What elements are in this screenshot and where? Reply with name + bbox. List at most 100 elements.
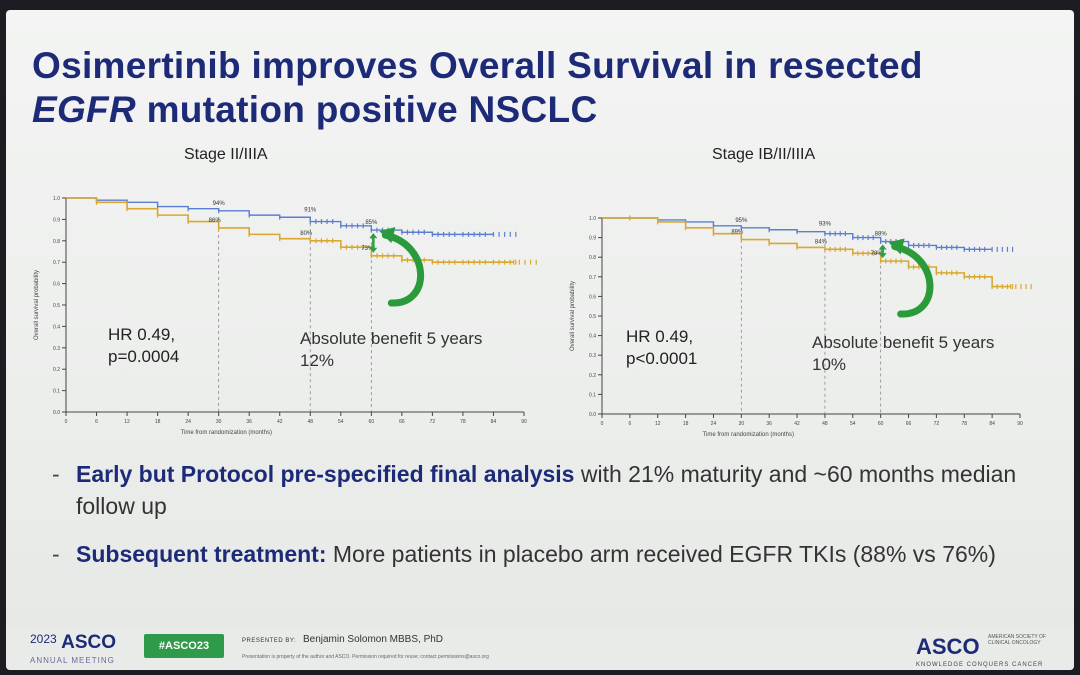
- landmark-label: 94%: [213, 201, 226, 207]
- x-tick-label: 18: [155, 419, 161, 425]
- y-axis-label: Overall survival probability: [34, 270, 40, 340]
- x-tick-label: 36: [246, 419, 252, 425]
- bullet-list: - Early but Protocol pre-specified final…: [52, 458, 1032, 586]
- landmark-label: 85%: [365, 220, 378, 226]
- landmark-label: 95%: [735, 218, 748, 224]
- x-tick-label: 60: [369, 419, 375, 425]
- y-tick-label: 0.1: [589, 392, 596, 398]
- y-tick-label: 0.4: [589, 334, 596, 340]
- x-tick-label: 72: [934, 421, 940, 427]
- asco-logo: ASCO AMERICAN SOCIETY OF CLINICAL ONCOLO…: [916, 634, 1046, 668]
- y-tick-label: 0.7: [53, 260, 60, 266]
- y-tick-label: 0.9: [53, 217, 60, 223]
- chart-2-hr-label: HR 0.49,: [626, 327, 694, 346]
- presenter-name: Benjamin Solomon MBBS, PhD: [302, 634, 444, 645]
- curved-arrow-head: [379, 227, 396, 244]
- curved-arrow: [381, 231, 425, 307]
- benefit-arrow-head-down: [878, 253, 887, 259]
- bullet-1-bold: Early but Protocol pre-specified final a…: [76, 461, 575, 487]
- landmark-label: 89%: [731, 230, 744, 236]
- y-tick-label: 0.3: [589, 353, 596, 359]
- x-tick-label: 48: [307, 419, 313, 425]
- landmark-label: 91%: [304, 207, 317, 213]
- y-tick-label: 0.8: [53, 239, 60, 245]
- x-tick-label: 84: [989, 421, 995, 427]
- x-tick-label: 78: [460, 419, 466, 425]
- chart-2-benefit: Absolute benefit 5 years 10%: [812, 332, 994, 376]
- chart-1-p-value: p=0.0004: [108, 347, 180, 366]
- presented-by: PRESENTED BY: Benjamin Solomon MBBS, PhD: [242, 634, 443, 645]
- bullet-1-rest: with 21% maturity and ~60 months median …: [76, 461, 1017, 519]
- slide-title: Osimertinib improves Overall Survival in…: [32, 44, 1032, 132]
- hashtag-badge: #ASCO23: [144, 634, 224, 658]
- placebo-curve: [66, 197, 514, 263]
- landmark-label: 73%: [361, 246, 374, 252]
- chart-1-hr-label: HR 0.49,: [108, 325, 176, 344]
- benefit-arrow-head-down: [369, 247, 378, 253]
- asco-tagline: KNOWLEDGE CONQUERS CANCER: [916, 662, 1044, 668]
- y-tick-label: 0.8: [589, 255, 596, 261]
- title-rest: mutation positive NSCLC: [135, 89, 598, 130]
- x-tick-label: 90: [1017, 421, 1023, 427]
- x-tick-label: 12: [655, 421, 661, 427]
- bullet-dash: -: [52, 461, 60, 487]
- x-axis-label: Time from randomization (months): [181, 430, 272, 436]
- chart-1-benefit-value: 12%: [300, 351, 335, 370]
- bullet-1: - Early but Protocol pre-specified final…: [52, 458, 1032, 522]
- chart-2-hr: HR 0.49, p<0.0001: [626, 326, 697, 370]
- y-tick-label: 0.0: [589, 412, 596, 418]
- chart-2-p-value: p<0.0001: [626, 349, 698, 368]
- chart-1-benefit: Absolute benefit 5 years 12%: [300, 328, 482, 372]
- asco-logo-text: ASCO: [916, 634, 980, 659]
- y-tick-label: 1.0: [53, 196, 60, 202]
- y-tick-label: 0.9: [589, 236, 596, 242]
- x-tick-label: 90: [521, 419, 527, 425]
- x-tick-label: 78: [961, 421, 967, 427]
- footer-asco: ASCO: [61, 632, 117, 653]
- x-axis-label: Time from randomization (months): [703, 432, 794, 438]
- x-tick-label: 54: [850, 421, 856, 427]
- x-tick-label: 60: [878, 421, 884, 427]
- title-egfr: EGFR: [32, 89, 136, 130]
- y-tick-label: 0.4: [53, 324, 60, 330]
- y-tick-label: 0.2: [589, 373, 596, 379]
- bullet-2: - Subsequent treatment: More patients in…: [52, 538, 1032, 570]
- x-tick-label: 6: [628, 421, 631, 427]
- x-tick-label: 48: [822, 421, 828, 427]
- y-tick-label: 0.2: [53, 367, 60, 373]
- asco-annual-meeting-logo: 2023 ASCO ANNUAL MEETING: [30, 632, 117, 665]
- x-tick-label: 6: [95, 419, 98, 425]
- chart-2-benefit-value: 10%: [812, 355, 847, 374]
- curved-arrow: [891, 243, 934, 318]
- km-chart-stage-ii-iiia: 0.0 0.1 0.2 0.3 0.4 0.5 0.6 0.7 0.8 0.9 1.0 0 6 12 18 2…: [34, 196, 537, 436]
- x-tick-label: 66: [399, 419, 405, 425]
- y-tick-label: 1.0: [589, 216, 596, 222]
- chart-1-benefit-label: Absolute benefit 5 years: [300, 329, 483, 348]
- y-tick-label: 0.6: [53, 282, 60, 288]
- landmark-label: 86%: [209, 218, 222, 224]
- x-tick-label: 24: [185, 419, 191, 425]
- chart-2-benefit-label: Absolute benefit 5 years: [812, 333, 995, 352]
- chart-2-title: Stage IB/II/IIIA: [712, 146, 816, 163]
- x-tick-label: 0: [65, 419, 68, 425]
- footer-year: 2023: [30, 632, 57, 646]
- x-tick-label: 18: [683, 421, 689, 427]
- landmark-label: 93%: [819, 222, 832, 228]
- landmark-label: 78%: [871, 251, 884, 257]
- x-tick-label: 30: [216, 419, 222, 425]
- x-tick-label: 24: [711, 421, 717, 427]
- footer: 2023 ASCO ANNUAL MEETING #ASCO23 PRESENT…: [6, 626, 1074, 670]
- x-tick-label: 0: [601, 421, 604, 427]
- y-tick-label: 0.5: [53, 303, 60, 309]
- presented-note: Presentation is property of the author a…: [242, 654, 489, 660]
- landmark-label: 84%: [815, 239, 828, 245]
- title-line-1: Osimertinib improves Overall Survival in…: [32, 45, 923, 86]
- x-tick-label: 72: [430, 419, 436, 425]
- chart-1-title: Stage II/IIIA: [184, 146, 268, 163]
- placebo-curve: [602, 217, 1011, 288]
- benefit-arrow-head-up: [878, 244, 887, 250]
- asco-society: AMERICAN SOCIETY OF CLINICAL ONCOLOGY: [988, 634, 1046, 646]
- y-tick-label: 0.0: [53, 410, 60, 416]
- landmark-label: 80%: [300, 231, 313, 237]
- landmark-label: 88%: [875, 232, 888, 238]
